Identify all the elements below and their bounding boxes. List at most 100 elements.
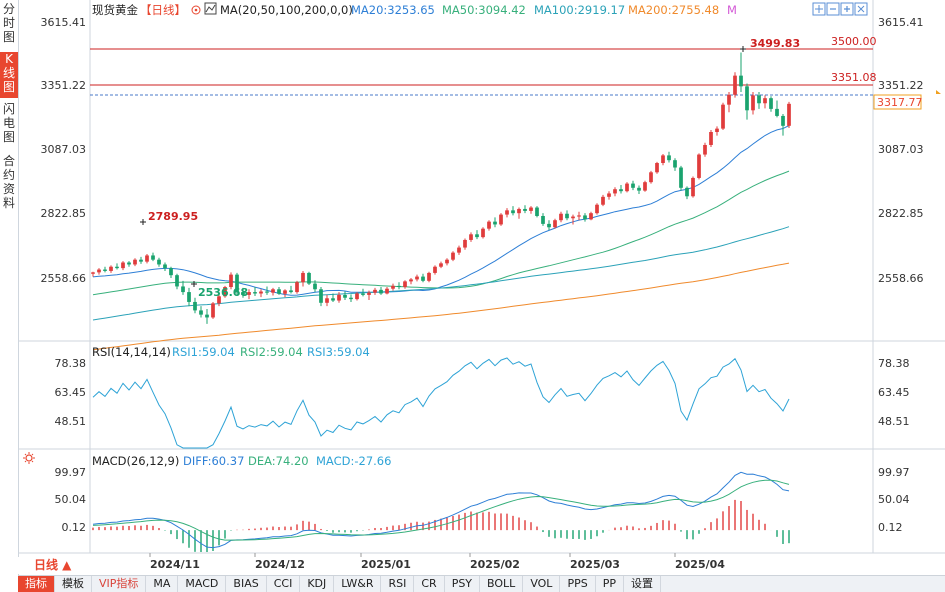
macd-tick: 50.04 [55, 493, 87, 506]
rsi-tick: 63.45 [878, 386, 910, 399]
candle [277, 287, 281, 295]
candle [289, 285, 293, 294]
tab-vol[interactable]: VOL [523, 576, 561, 592]
tab-lightning[interactable]: 闪电图 [0, 102, 18, 148]
candle [283, 289, 287, 298]
price-tick: 3351.22 [41, 79, 87, 92]
tab-ma[interactable]: MA [146, 576, 179, 592]
candle [745, 83, 749, 120]
candle [349, 294, 353, 302]
candle [565, 210, 569, 221]
tab-template[interactable]: 模板 [55, 576, 92, 592]
candle [133, 258, 137, 267]
rsi-tick: 78.38 [878, 357, 910, 370]
candle [505, 208, 509, 218]
move-icon[interactable] [812, 2, 826, 16]
candle [319, 287, 323, 307]
macd-sun-icon[interactable] [23, 452, 35, 464]
candle [463, 238, 467, 250]
fullscreen-icon[interactable] [854, 2, 868, 16]
chart-canvas[interactable]: 现货黄金 【日线】 MA(20,50,100,200,0,0) MA20:325… [0, 0, 945, 575]
time-tick: 2025/02 [470, 558, 520, 571]
candle [673, 158, 677, 171]
candle [631, 180, 635, 191]
tab-lightning-label: 闪电图 [2, 102, 15, 144]
candle [427, 271, 431, 283]
candle [205, 308, 209, 324]
tab-timeshare[interactable]: 分时图 [0, 2, 18, 46]
candle [655, 161, 659, 174]
ma20-value: MA20:3253.65 [351, 3, 435, 17]
price-axis-left: 3615.41 3351.22 3087.03 2822.85 2558.66 [41, 16, 87, 285]
tab-lwr[interactable]: LW&R [334, 576, 382, 592]
candle [151, 252, 155, 262]
tab-psy[interactable]: PSY [445, 576, 481, 592]
tab-pps[interactable]: PPS [560, 576, 596, 592]
candle [247, 289, 251, 300]
candle [175, 273, 179, 290]
tab-rsi[interactable]: RSI [381, 576, 415, 592]
candle [589, 211, 593, 221]
tab-contract-info[interactable]: 合约资料 [0, 154, 18, 214]
candle [385, 287, 389, 295]
early-high-label: 2789.95 [148, 210, 198, 223]
candle [397, 282, 401, 290]
candle [337, 292, 341, 303]
level-upper-label: 3500.00 [831, 35, 877, 48]
ma100-value: MA100:2919.17 [534, 3, 625, 17]
tab-settings[interactable]: 设置 [624, 576, 661, 592]
tab-kdj[interactable]: KDJ [300, 576, 335, 592]
candle [541, 213, 545, 226]
zoom-out-icon[interactable] [826, 2, 840, 16]
zoom-in-icon[interactable] [840, 2, 854, 16]
early-high-annotation: 2789.95 [140, 210, 198, 225]
candle [661, 153, 665, 166]
macd-tick: 99.97 [878, 466, 910, 479]
tab-indicator[interactable]: 指标 [18, 576, 55, 592]
price-tick: 2822.85 [878, 207, 924, 220]
price-tick: 2822.85 [41, 207, 87, 220]
price-axis-right: 3615.41 3351.22 3087.03 2822.85 2558.66 [878, 16, 924, 285]
candle [109, 265, 113, 273]
candle [571, 214, 575, 225]
candle [223, 285, 227, 298]
candle [145, 254, 149, 264]
rsi3-value: RSI3:59.04 [307, 345, 370, 359]
period-selector-button[interactable]: 日线 ▲ [18, 557, 90, 574]
tab-cci[interactable]: CCI [267, 576, 301, 592]
candle [229, 272, 233, 290]
settings-gear-icon[interactable] [191, 5, 201, 15]
tab-macd[interactable]: MACD [178, 576, 227, 592]
price-tick: 3087.03 [41, 143, 87, 156]
candle [733, 72, 737, 98]
tab-vip-indicator[interactable]: VIP指标 [92, 576, 147, 592]
ma200-value: MA200:2755.48 [628, 3, 719, 17]
candle [619, 184, 623, 194]
candle [403, 280, 407, 289]
tab-pp[interactable]: PP [596, 576, 624, 592]
candle [421, 273, 425, 283]
rsi-tick: 63.45 [55, 386, 87, 399]
price-tick: 2558.66 [878, 272, 924, 285]
candle [685, 186, 689, 200]
low-annotation: 2536.68 [191, 281, 248, 299]
candle [715, 126, 719, 136]
tab-cr[interactable]: CR [414, 576, 445, 592]
candle [127, 261, 131, 267]
candle [469, 232, 473, 242]
price-tick: 3087.03 [878, 143, 924, 156]
rsi-tick: 48.51 [55, 415, 87, 428]
time-axis: 2024/11 2024/12 2025/01 2025/02 2025/03 … [149, 553, 725, 571]
candle [481, 227, 485, 239]
ma-chart-icon[interactable] [204, 2, 217, 15]
tab-boll[interactable]: BOLL [480, 576, 524, 592]
tab-bias[interactable]: BIAS [226, 576, 267, 592]
macd-tick: 99.97 [55, 466, 87, 479]
candle [577, 211, 581, 221]
candle [259, 289, 263, 298]
candle [409, 277, 413, 285]
tab-timeshare-label: 分时图 [2, 2, 15, 44]
rsi1-value: RSI1:59.04 [172, 345, 235, 359]
period-label[interactable]: 【日线】 [140, 3, 186, 17]
